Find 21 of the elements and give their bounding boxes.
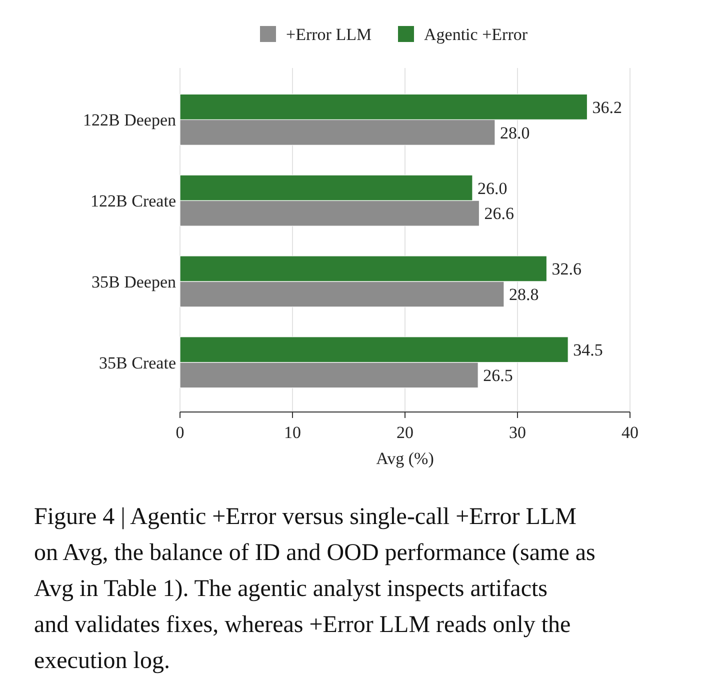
x-tick-label: 20 xyxy=(396,423,414,442)
y-tick-label: 122B Deepen xyxy=(82,110,176,130)
x-tick-label: 40 xyxy=(622,423,638,442)
caption: Figure 4 | Agentic +Error versus single-call +Error LLM on Avg, the balance of ID and OOD performance (same as Avg in Table 1). The agentic analyst inspects artifacts and validates fixes, whereas +Error LLM reads only the execution log. xyxy=(34,504,596,674)
data-label: 26.5 xyxy=(483,366,513,386)
legend-label: Agentic +Error xyxy=(424,24,528,44)
data-label: 36.2 xyxy=(592,98,622,117)
y-tick-label: 35B Create xyxy=(99,353,176,372)
y-tick-label: 35B Deepen xyxy=(91,272,176,292)
data-label: 28.8 xyxy=(509,285,539,304)
x-tick-label: 30 xyxy=(509,423,526,442)
data-label: 26.0 xyxy=(478,178,508,198)
y-tick-label: 122B Create xyxy=(90,192,176,211)
data-label: 34.5 xyxy=(573,340,603,360)
data-label: 32.6 xyxy=(552,260,582,279)
x-tick-label: 10 xyxy=(284,423,301,442)
data-label: 26.6 xyxy=(484,204,514,224)
x-tick-label: 0 xyxy=(176,423,184,442)
data-label: 28.0 xyxy=(500,123,530,142)
legend-label: +Error LLM xyxy=(286,24,372,44)
x-axis-title: Avg (%) xyxy=(376,449,434,468)
